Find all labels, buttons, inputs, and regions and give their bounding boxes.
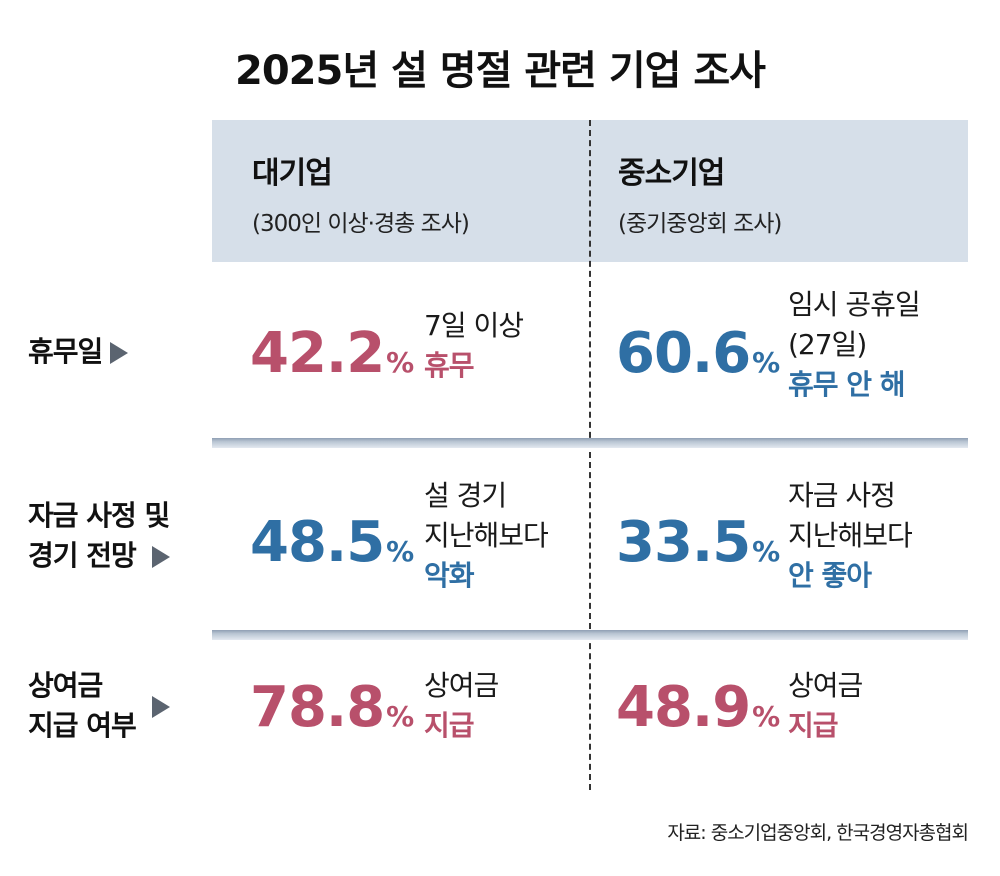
desc-emphasis: 지급	[424, 709, 475, 742]
stat-large-holidays: 42.2%	[250, 326, 414, 391]
row-label-finance-outlook: 자금 사정 및 경기 전망	[28, 496, 170, 576]
desc-line: 자금 사정	[788, 479, 896, 512]
column-name: 중소기업	[618, 156, 725, 191]
row-separator	[212, 630, 968, 640]
stat-desc-small-holidays: 임시 공휴일 (27일) 휴무 안 해	[788, 285, 921, 405]
stat-desc-small-finance-outlook: 자금 사정 지난해보다 안 좋아	[788, 476, 913, 596]
stat-desc-large-finance-outlook: 설 경기 지난해보다 악화	[424, 476, 549, 596]
stat-value: 33.5	[616, 510, 751, 575]
stat-large-bonus: 78.8%	[250, 680, 414, 745]
stat-unit: %	[386, 346, 414, 379]
stat-unit: %	[752, 700, 780, 733]
stat-small-finance-outlook: 33.5%	[616, 515, 780, 580]
column-header-large-firms: 대기업 (300인 이상·경총 조사)	[252, 148, 470, 238]
column-header-small-firms: 중소기업 (중기중앙회 조사)	[618, 148, 782, 238]
stat-small-holidays: 60.6%	[616, 326, 780, 391]
desc-line: 임시 공휴일	[788, 288, 921, 321]
row-label-text: 자금 사정 및	[28, 499, 170, 532]
source-note: 자료: 중소기업중앙회, 한국경영자총협회	[667, 822, 969, 844]
desc-emphasis: 휴무 안 해	[788, 368, 906, 401]
stat-large-finance-outlook: 48.5%	[250, 515, 414, 580]
row-label-text: 경기 전망	[28, 539, 137, 572]
triangle-arrow-icon	[151, 546, 170, 568]
row-label-bonus: 상여금 지급 여부	[28, 666, 170, 746]
desc-line: 상여금	[424, 669, 499, 702]
row-label-text: 휴무일	[28, 335, 103, 368]
stat-unit: %	[386, 700, 414, 733]
triangle-arrow-icon	[151, 696, 170, 718]
desc-line: (27일)	[788, 328, 867, 361]
triangle-arrow-icon	[110, 342, 129, 364]
desc-line: 상여금	[788, 669, 863, 702]
stat-unit: %	[386, 535, 414, 568]
column-subtitle: (중기중앙회 조사)	[618, 211, 782, 237]
stat-value: 42.2	[250, 321, 385, 386]
stat-value: 48.5	[250, 510, 385, 575]
desc-line: 지난해보다	[788, 519, 913, 552]
desc-line: 설 경기	[424, 479, 507, 512]
stat-desc-small-bonus: 상여금 지급	[788, 666, 863, 746]
stat-desc-large-holidays: 7일 이상 휴무	[424, 306, 524, 386]
column-subtitle: (300인 이상·경총 조사)	[252, 211, 470, 237]
row-separator	[212, 438, 968, 448]
row-label-text: 지급 여부	[28, 709, 137, 742]
stat-unit: %	[752, 535, 780, 568]
stat-value: 48.9	[616, 675, 751, 740]
desc-emphasis: 악화	[424, 559, 475, 592]
infographic-title: 2025년 설 명절 관련 기업 조사	[235, 48, 766, 94]
desc-emphasis: 안 좋아	[788, 559, 872, 592]
stat-unit: %	[752, 346, 780, 379]
desc-emphasis: 휴무	[424, 349, 475, 382]
row-label-text: 상여금	[28, 669, 103, 702]
stat-value: 78.8	[250, 675, 385, 740]
desc-line: 지난해보다	[424, 519, 549, 552]
desc-line: 7일 이상	[424, 309, 524, 342]
column-name: 대기업	[252, 156, 333, 191]
stat-value: 60.6	[616, 321, 751, 386]
stat-small-bonus: 48.9%	[616, 680, 780, 745]
column-divider	[589, 120, 591, 790]
row-label-holidays: 휴무일	[28, 332, 129, 372]
desc-emphasis: 지급	[788, 709, 839, 742]
stat-desc-large-bonus: 상여금 지급	[424, 666, 499, 746]
